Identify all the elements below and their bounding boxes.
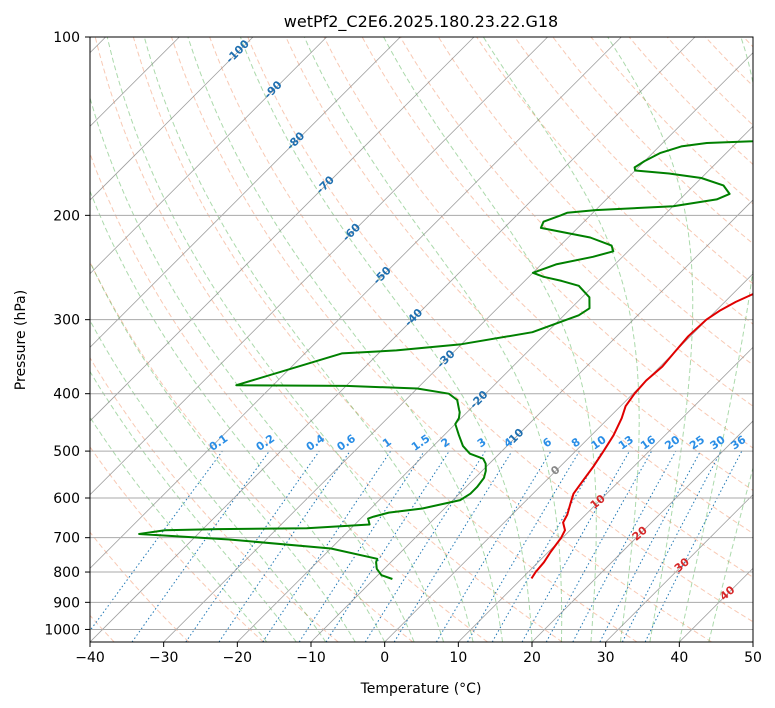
x-tick-label: 0 <box>380 650 389 666</box>
moist-adiabat-line <box>187 37 503 642</box>
isotherm-line <box>90 37 475 422</box>
y-tick-label: 400 <box>53 387 80 403</box>
dry-adiabat-line <box>323 37 753 491</box>
moist-adiabat-line <box>90 319 327 642</box>
isotherm-line <box>384 273 753 642</box>
mixing-ratio-line <box>393 450 513 642</box>
moist-adiabat-line <box>708 466 753 642</box>
mixing-ratio-line <box>644 450 743 642</box>
dry-adiabat-line <box>94 37 563 642</box>
chart-title: wetPf2_C2E6.2025.180.23.22.G18 <box>284 12 558 32</box>
profiles <box>138 140 753 580</box>
y-tick-label: 800 <box>53 565 80 581</box>
y-axis: 100 200 300 400 500 600 700 800 900 1000 <box>44 30 90 638</box>
dry-adiabat-line <box>552 37 753 245</box>
moist-adiabat-line <box>143 37 474 642</box>
isotherm-line <box>163 52 753 642</box>
moist-adiabat-line <box>303 37 563 642</box>
dry-adiabat-line <box>209 37 753 623</box>
x-tick-label: −20 <box>223 650 253 666</box>
x-tick-label: 10 <box>449 650 467 666</box>
x-tick-label: −40 <box>75 650 105 666</box>
dewpoint-profile-line <box>138 140 753 580</box>
dry-adiabat-line <box>90 152 488 642</box>
dry-adiabat-line <box>132 37 638 642</box>
moist-adiabat-line <box>239 37 533 642</box>
x-tick-label: 20 <box>523 650 541 666</box>
x-tick-label: 40 <box>670 650 688 666</box>
x-axis-label: Temperature (°C) <box>360 681 482 697</box>
x-tick-label: 50 <box>744 650 762 666</box>
y-tick-label: 700 <box>53 531 80 547</box>
y-tick-label: 500 <box>53 444 80 460</box>
mixing-ratio-line <box>545 450 653 642</box>
plot-frame <box>89 36 754 643</box>
isotherm-line <box>90 37 254 201</box>
mixing-ratio-line <box>521 450 630 642</box>
dry-adiabat-line <box>247 37 753 578</box>
dry-adiabat-line <box>171 37 712 642</box>
temperature-profile-line <box>530 292 753 579</box>
x-tick-label: −10 <box>296 650 326 666</box>
mixing-ratio-line <box>298 450 425 642</box>
x-axis: −40 −30 −20 −10 0 10 20 30 40 50 <box>75 642 762 666</box>
moist-adiabat-line <box>482 37 640 642</box>
dry-adiabat-line <box>590 37 753 205</box>
y-tick-label: 600 <box>53 491 80 507</box>
y-tick-label: 200 <box>53 208 80 224</box>
y-tick-label: 900 <box>53 595 80 611</box>
moist-adiabat-line <box>90 260 356 642</box>
isotherm-line <box>90 37 622 569</box>
y-tick-label: 100 <box>53 30 80 46</box>
isotherm-line <box>310 199 753 642</box>
mixing-ratio-line <box>185 450 320 642</box>
moist-adiabat-line <box>106 37 445 642</box>
isotherm-line <box>90 37 327 275</box>
moist-adiabat-line <box>383 37 597 642</box>
dry-adiabat-line <box>476 37 753 325</box>
isotherm-line <box>605 494 753 642</box>
y-axis-label: Pressure (hPa) <box>13 290 29 390</box>
moist-adiabat-line <box>90 189 386 642</box>
moist-adiabat-line <box>607 37 694 642</box>
moist-adiabat-line <box>678 37 753 642</box>
moist-adiabat-line <box>90 416 268 642</box>
dry-adiabat-line <box>90 260 414 642</box>
y-tick-label: 300 <box>53 313 80 329</box>
dry-adiabat-line <box>399 37 753 407</box>
dry-adiabat-line <box>90 531 190 642</box>
dry-adiabat-line <box>361 37 753 449</box>
isotherm-line <box>90 37 548 496</box>
isotherm-line <box>237 125 753 642</box>
mixing-ratio-line <box>218 450 351 642</box>
isotherm-line <box>90 37 696 642</box>
isotherm-line <box>531 420 753 642</box>
mixing-ratio-line <box>262 450 392 642</box>
x-tick-label: 30 <box>597 650 615 666</box>
mixing-ratio-line <box>90 450 223 632</box>
x-tick-label: −30 <box>149 650 179 666</box>
background-lines <box>90 37 753 642</box>
isotherm-line <box>90 37 401 348</box>
mixing-ratio-line <box>131 450 270 642</box>
dry-adiabat-line <box>437 37 753 366</box>
y-tick-label: 1000 <box>44 622 80 638</box>
mixing-ratio-line <box>572 450 677 642</box>
